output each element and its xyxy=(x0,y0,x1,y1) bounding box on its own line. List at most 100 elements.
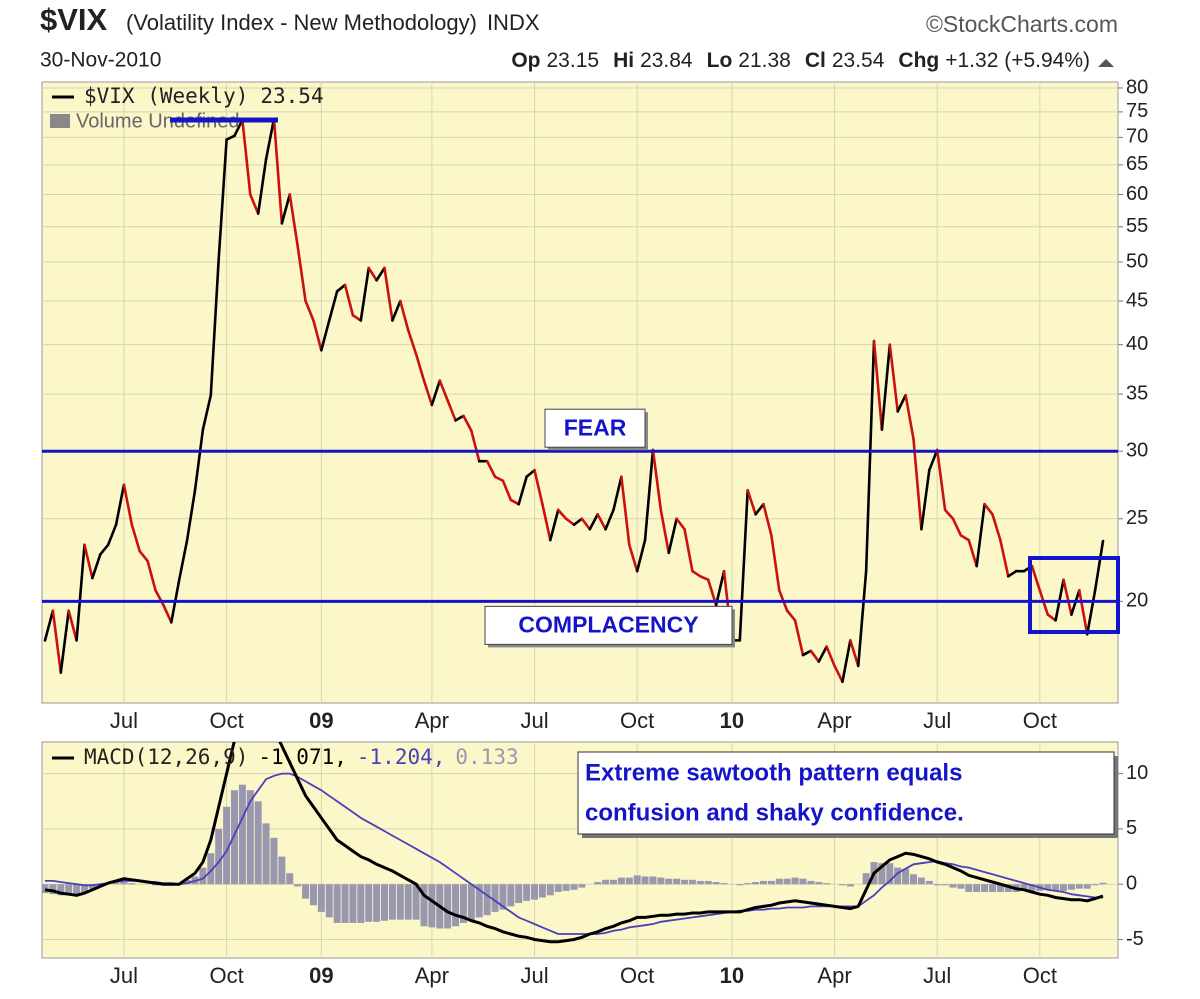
histogram-bar xyxy=(152,884,160,886)
price-segment xyxy=(241,118,252,196)
signal-line xyxy=(45,772,1103,935)
histogram-bar xyxy=(917,877,925,885)
y-tick-label: 0 xyxy=(1126,873,1137,895)
quote-label: Cl xyxy=(805,49,826,72)
histogram-bar xyxy=(673,878,681,885)
highlight-box xyxy=(1028,556,1120,634)
price-segment xyxy=(525,468,536,479)
histogram-bar xyxy=(957,884,965,889)
price-segment xyxy=(833,664,844,683)
histogram-bar xyxy=(270,837,278,885)
price-segment xyxy=(564,517,576,527)
x-tick-label: 09 xyxy=(309,963,333,988)
level-label: FEAR xyxy=(564,414,627,440)
legend: MACD(12,26,9) -1.071, -1.204, 0.133 xyxy=(84,745,519,769)
price-segment xyxy=(1046,613,1057,622)
y-tick-label: 5 xyxy=(1126,817,1137,839)
price-segment xyxy=(67,609,78,642)
price-segment xyxy=(675,517,686,531)
histogram-bar xyxy=(230,790,238,885)
histogram-bar xyxy=(57,884,65,896)
histogram-bar xyxy=(625,877,633,885)
change-arrow xyxy=(1098,59,1114,67)
price-segment xyxy=(738,488,750,642)
index-title: (Volatility Index - New Methodology) xyxy=(126,10,477,35)
histogram-bar xyxy=(278,856,286,885)
price-segment xyxy=(785,609,797,622)
price-segment xyxy=(256,157,268,215)
histogram-bar xyxy=(941,884,949,886)
price-segment xyxy=(1085,589,1097,636)
price-segment xyxy=(288,193,299,248)
legend-name: $VIX (Weekly) xyxy=(84,84,248,108)
price-segment xyxy=(209,257,221,397)
price-segment xyxy=(391,299,402,322)
histogram-bar xyxy=(238,784,246,885)
level-label-box xyxy=(544,408,646,448)
histogram-bar xyxy=(996,884,1004,892)
histogram-bar xyxy=(633,875,641,885)
histogram-bar xyxy=(207,853,215,885)
x-tick-label: Oct xyxy=(209,708,243,733)
histogram-bar xyxy=(538,884,546,898)
price-segment xyxy=(991,513,1002,542)
price-segment xyxy=(572,517,584,527)
price-segment xyxy=(59,609,70,674)
price-segment xyxy=(1093,539,1105,592)
price-segment xyxy=(762,502,773,537)
price-segment xyxy=(912,437,923,531)
y-tick-label: -5 xyxy=(1126,928,1144,950)
histogram-bar xyxy=(894,867,902,885)
price-segment xyxy=(225,134,236,141)
x-tick-label: Jul xyxy=(923,708,951,733)
y-tick-label: 30 xyxy=(1126,439,1148,461)
price-segment xyxy=(383,266,394,322)
price-segment xyxy=(825,645,836,668)
histogram-bar xyxy=(444,884,452,929)
histogram-bar xyxy=(49,884,57,895)
price-segment xyxy=(177,538,189,582)
histogram-bar xyxy=(807,880,815,885)
histogram-bar xyxy=(388,884,396,920)
histogram-bar xyxy=(546,884,554,896)
price-segment xyxy=(414,352,426,382)
quote-value: 21.38 xyxy=(738,49,791,72)
y-tick-label: 80 xyxy=(1126,76,1148,98)
price-segment xyxy=(793,619,805,657)
histogram-bar xyxy=(704,880,712,885)
price-segment xyxy=(880,343,892,431)
quote-label: Chg xyxy=(898,49,939,72)
histogram-bar xyxy=(965,884,973,892)
y-tick-label: 65 xyxy=(1126,153,1148,175)
price-segment xyxy=(304,299,315,322)
histogram-bar xyxy=(1052,884,1060,891)
price-segment xyxy=(517,475,528,506)
index-name: (Volatility Index - New Methodology) INDX xyxy=(126,10,540,35)
quote: Op 23.15 Hi 23.84 Lo 21.38 Cl 23.54 Chg +1.32 (+5… xyxy=(511,49,1090,72)
level-label-box xyxy=(484,605,733,645)
legend: $VIX (Weekly) 23.54 xyxy=(84,84,324,108)
price-segment xyxy=(746,488,757,516)
price-segment xyxy=(659,508,671,555)
macd-line xyxy=(44,742,1104,944)
y-tick-label: 10 xyxy=(1126,762,1148,784)
price-segment xyxy=(635,538,647,573)
histogram-bar xyxy=(523,884,531,901)
histogram-bar xyxy=(404,884,412,920)
price-segment xyxy=(612,475,623,512)
y-tick-label: 25 xyxy=(1126,507,1148,529)
price-segment xyxy=(1030,564,1042,592)
histogram-bar xyxy=(333,884,341,923)
level-label: COMPLACENCY xyxy=(518,611,698,637)
histogram-bar xyxy=(183,879,191,885)
price-segment xyxy=(446,399,457,422)
histogram-bar xyxy=(657,877,665,885)
price-segment xyxy=(454,414,465,422)
histogram-bar xyxy=(783,878,791,885)
price-segment xyxy=(596,513,607,531)
histogram-bar xyxy=(949,884,957,888)
price-segment xyxy=(501,479,513,502)
histogram-bar xyxy=(862,873,870,885)
histogram-bar xyxy=(531,884,539,900)
histogram-bar xyxy=(294,884,302,887)
